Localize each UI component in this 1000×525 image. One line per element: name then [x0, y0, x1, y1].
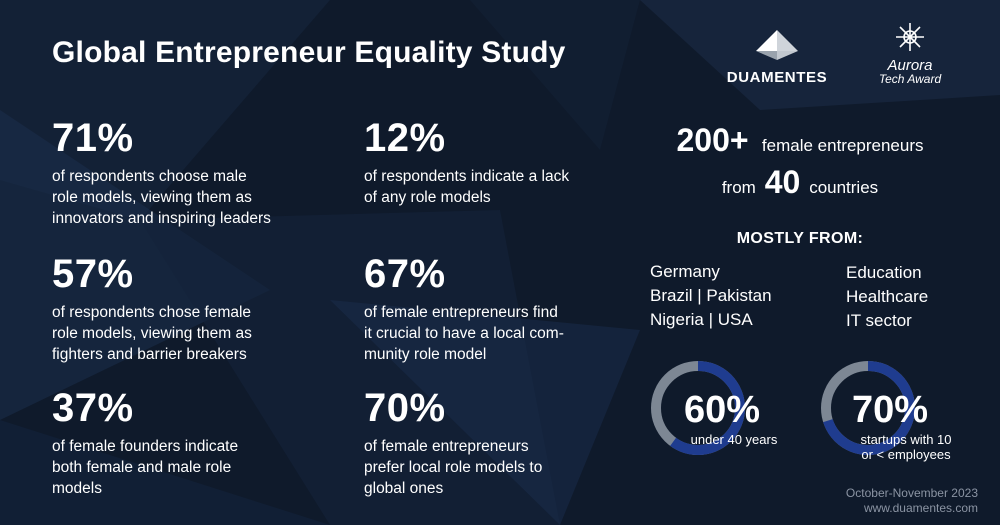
- stat-description-line: munity role model: [364, 346, 487, 363]
- footer-url: www.duamentes.com: [863, 501, 978, 515]
- participant-count: 200+: [676, 122, 749, 158]
- tech-award-label: Tech Award: [878, 72, 942, 86]
- country-list: Germany Brazil | Pakistan Nigeria | USA: [650, 260, 772, 332]
- stat-value: 12%: [364, 116, 446, 160]
- stat-block: 70% of female entrepreneurs prefer local…: [364, 386, 634, 499]
- donut-caption-line: under 40 years: [690, 432, 778, 447]
- aurora-wordmark: Aurora: [887, 57, 933, 74]
- startup-size-donut: 70% startups with 10 or < employees: [818, 358, 968, 468]
- duamentes-logo: DUAMENTES: [722, 28, 832, 86]
- page-title: Global Entrepreneur Equality Study: [52, 36, 566, 69]
- stat-block: 12% of respondents indicate a lack of an…: [364, 116, 634, 208]
- aurora-logo: Aurora Tech Award: [868, 22, 952, 86]
- from-label: from: [721, 178, 756, 197]
- duamentes-wordmark: DUAMENTES: [726, 69, 828, 86]
- sector-item: Healthcare: [846, 287, 929, 306]
- donut-caption: startups with 10 or < employees: [848, 432, 964, 462]
- donut-caption-line: or < employees: [861, 447, 951, 462]
- countries-count: 40: [764, 164, 801, 200]
- star-icon: [896, 23, 924, 51]
- donut-caption-line: startups with 10: [860, 432, 952, 447]
- country-item: Germany: [650, 262, 720, 281]
- stat-description: of female entrepreneurs find it crucial …: [364, 302, 634, 365]
- donut-fill: [821, 361, 915, 455]
- stat-description-line: both female and male role: [52, 459, 232, 476]
- sector-item: Education: [846, 263, 922, 282]
- stat-description-line: of respondents chose female: [52, 304, 252, 321]
- donut-caption: under 40 years: [682, 432, 786, 447]
- stat-description-line: fighters and barrier breakers: [52, 346, 247, 363]
- countries-label: countries: [809, 178, 879, 197]
- stat-description: of female entrepreneurs prefer local rol…: [364, 436, 634, 499]
- stat-description-line: of female founders indicate: [52, 438, 239, 455]
- stat-description-line: it crucial to have a local com-: [364, 325, 564, 342]
- donut-value: 70%: [852, 389, 929, 431]
- sector-item: IT sector: [846, 311, 912, 330]
- stat-value: 67%: [364, 252, 446, 296]
- donut-fill: [651, 361, 745, 455]
- stat-value: 37%: [52, 386, 134, 430]
- stat-description: of respondents chose female role models,…: [52, 302, 322, 365]
- stat-value: 71%: [52, 116, 134, 160]
- stat-description-line: role models, viewing them as: [52, 325, 252, 342]
- stat-description-line: global ones: [364, 480, 444, 497]
- participant-label: female entrepreneurs: [761, 136, 924, 155]
- stat-description-line: models: [52, 480, 102, 497]
- stat-description: of respondents indicate a lack of any ro…: [364, 166, 634, 208]
- stat-description-line: of respondents indicate a lack: [364, 168, 570, 185]
- country-item: Brazil | Pakistan: [650, 286, 772, 305]
- stat-description: of respondents choose male role models, …: [52, 166, 322, 229]
- stat-block: 57% of respondents chose female role mod…: [52, 252, 322, 365]
- stat-block: 71% of respondents choose male role mode…: [52, 116, 322, 229]
- stat-description-line: of female entrepreneurs: [364, 438, 529, 455]
- age-donut: 60% under 40 years: [648, 358, 798, 468]
- country-item: Nigeria | USA: [650, 310, 753, 329]
- diamond-icon: [756, 30, 798, 60]
- stat-description-line: of female entrepreneurs find: [364, 304, 558, 321]
- stat-value: 70%: [364, 386, 446, 430]
- donut-ring: [821, 361, 915, 455]
- stat-description-line: of any role models: [364, 189, 491, 206]
- stat-block: 37% of female founders indicate both fem…: [52, 386, 322, 499]
- sector-list: Education Healthcare IT sector: [846, 261, 928, 333]
- stat-description-line: of respondents choose male: [52, 168, 247, 185]
- mostly-from-heading: MOSTLY FROM:: [736, 230, 864, 247]
- footer: October-November 2023 www.duamentes.com: [846, 486, 978, 516]
- donut-value: 60%: [684, 389, 761, 431]
- stat-description-line: innovators and inspiring leaders: [52, 210, 271, 227]
- stat-description-line: role models, viewing them as: [52, 189, 252, 206]
- footer-date: October-November 2023: [845, 486, 978, 500]
- stat-block: 67% of female entrepreneurs find it cruc…: [364, 252, 634, 365]
- stat-description-line: prefer local role models to: [364, 459, 543, 476]
- stat-value: 57%: [52, 252, 134, 296]
- stat-description: of female founders indicate both female …: [52, 436, 322, 499]
- participants-summary: 200+ female entrepreneurs from 40 countr…: [630, 118, 970, 202]
- donut-ring: [651, 361, 745, 455]
